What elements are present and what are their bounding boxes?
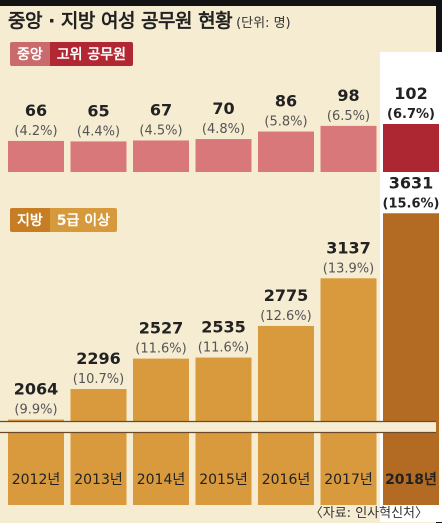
local-value-label-5: 3137 [326,238,371,257]
central-bar-1 [70,141,127,172]
local-bar-5 [320,278,377,505]
local-value-label-0: 2064 [14,380,59,399]
local-pct-label-1: (10.7%) [73,372,124,387]
top-border [0,0,442,6]
title-row: 중앙 · 지방 여성 공무원 현황 (단위: 명) [8,6,291,34]
central-value-label-1: 65 [87,101,109,120]
source-note: 〈자료: 인사혁신처〉 [309,506,428,521]
central-bar-3 [195,139,252,172]
local-badge-sublabel: 5급 이상 [49,208,118,232]
category-label-2: 2014년 [137,472,186,488]
central-pct-label-4: (5.8%) [264,115,307,130]
central-bar-6 [383,124,439,172]
local-pct-label-2: (11.6%) [135,342,186,357]
local-pct-label-4: (12.6%) [260,309,311,324]
local-value-label-3: 2535 [201,318,246,337]
central-value-label-4: 86 [275,92,297,111]
central-badge-sublabel: 고위 공무원 [49,42,134,66]
local-value-label-4: 2775 [264,286,309,305]
central-value-label-0: 66 [25,101,47,120]
central-pct-label-2: (4.5%) [139,123,182,138]
category-label-5: 2017년 [324,472,373,488]
central-bar-4 [258,131,314,172]
local-pct-label-5: (13.9%) [323,261,374,276]
local-value-label-1: 2296 [76,349,121,368]
central-value-label-6: 102 [394,84,427,103]
local-value-label-6: 3631 [389,173,434,192]
local-bar-6 [383,213,439,506]
central-value-label-2: 67 [150,100,172,119]
central-pct-label-0: (4.2%) [14,124,57,139]
category-label-6: 2018년 [385,472,437,488]
central-pct-label-1: (4.4%) [77,124,120,139]
local-pct-label-3: (11.6%) [198,341,249,356]
central-bar-2 [133,140,189,172]
central-value-label-5: 98 [337,86,359,105]
local-badge-label: 지방 [10,208,50,232]
central-bar-0 [8,140,64,172]
local-bar-0 [8,419,64,505]
axis-break-gap [0,422,436,432]
local-value-label-2: 2527 [139,319,184,338]
category-label-4: 2016년 [262,472,311,488]
central-pct-label-5: (6.5%) [327,109,370,124]
central-badge-label: 중앙 [10,42,50,66]
local-bar-1 [70,389,127,505]
local-badge: 지방 5급 이상 [10,208,118,232]
local-bar-4 [258,325,314,505]
local-pct-label-6: (15.6%) [383,196,440,211]
category-label-3: 2015년 [199,472,248,488]
central-pct-label-3: (4.8%) [202,122,245,137]
category-label-0: 2012년 [12,472,61,488]
unit-label: (단위: 명) [236,16,291,31]
central-pct-label-6: (6.7%) [387,107,435,122]
chart-title: 중앙 · 지방 여성 공무원 현황 [8,10,233,32]
central-badge: 중앙 고위 공무원 [10,42,134,66]
category-label-1: 2013년 [74,472,123,488]
central-bar-5 [320,125,377,172]
central-value-label-3: 70 [212,99,234,118]
local-pct-label-0: (9.9%) [14,403,57,418]
